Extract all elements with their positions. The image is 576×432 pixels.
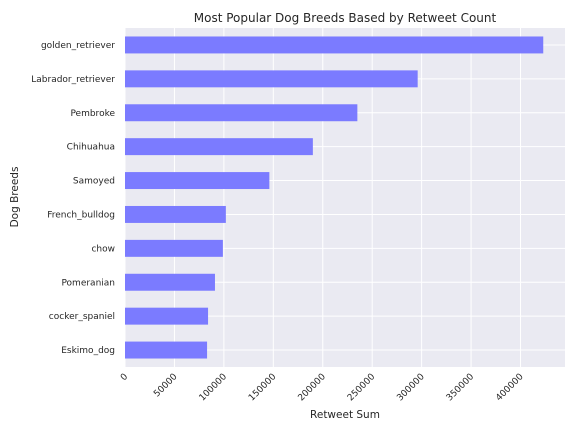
y-tick-label: Pembroke (70, 109, 115, 119)
x-tick-label: 350000 (445, 372, 477, 404)
y-tick-label: Labrador_retriever (31, 75, 115, 85)
y-tick-label: French_bulldog (47, 210, 115, 220)
bar-pembroke (125, 104, 358, 122)
y-tick-label: cocker_spaniel (49, 312, 115, 322)
bar-samoyed (125, 172, 270, 190)
y-tick-label: golden_retriever (41, 41, 115, 51)
y-tick-label: Chihuahua (67, 143, 115, 153)
bar-golden-retriever (125, 36, 544, 54)
bar-labrador-retriever (125, 70, 418, 88)
y-tick-label: Eskimo_dog (61, 346, 115, 356)
x-tick-labels: 0 50000 100000 150000 200000 250000 300000 3500… (119, 372, 526, 404)
y-tick-label: chow (91, 244, 115, 254)
bar-pomeranian (125, 273, 215, 291)
y-tick-label: Samoyed (73, 177, 115, 187)
bar-cocker-spaniel (125, 307, 209, 325)
bar-french-bulldog (125, 205, 226, 223)
x-tick-label: 400000 (494, 372, 526, 404)
y-tick-labels: golden_retriever Labrador_retriever Pembro… (31, 41, 115, 356)
x-axis-title: Retweet Sum (310, 409, 380, 421)
bar-chow (125, 239, 223, 257)
x-tick-label: 300000 (395, 372, 427, 404)
bar-eskimo-dog (125, 341, 208, 359)
x-tick-label: 100000 (198, 372, 230, 404)
y-tick-label: Pomeranian (61, 278, 115, 288)
chart-title: Most Popular Dog Breeds Based by Retweet… (194, 11, 497, 25)
x-tick-label: 50000 (152, 372, 180, 400)
bars (125, 36, 544, 359)
bar-chihuahua (125, 138, 313, 156)
x-tick-label: 0 (119, 372, 130, 383)
x-tick-label: 200000 (297, 372, 329, 404)
x-tick-label: 150000 (247, 372, 279, 404)
y-axis-title: Dog Breeds (9, 167, 21, 228)
x-tick-label: 250000 (346, 372, 378, 404)
